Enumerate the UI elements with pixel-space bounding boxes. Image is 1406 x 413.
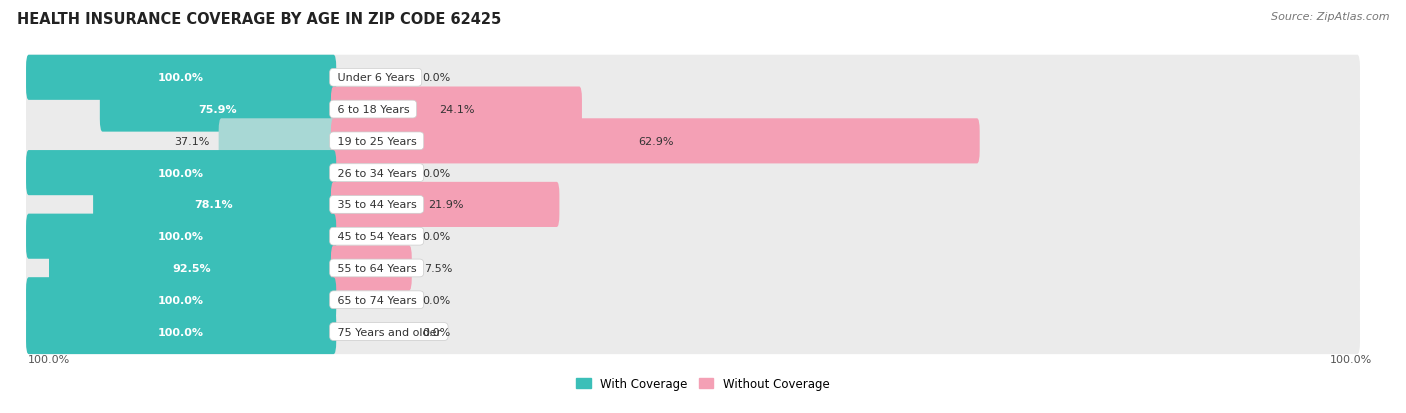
FancyBboxPatch shape <box>27 87 1360 132</box>
Text: 21.9%: 21.9% <box>427 200 464 210</box>
Text: 0.0%: 0.0% <box>422 232 450 242</box>
Legend: With Coverage, Without Coverage: With Coverage, Without Coverage <box>572 373 834 395</box>
Text: 100.0%: 100.0% <box>27 354 70 364</box>
FancyBboxPatch shape <box>27 214 336 259</box>
FancyBboxPatch shape <box>27 309 336 354</box>
FancyBboxPatch shape <box>93 183 336 228</box>
Text: 7.5%: 7.5% <box>423 263 453 273</box>
Text: 92.5%: 92.5% <box>173 263 211 273</box>
Text: 0.0%: 0.0% <box>422 327 450 337</box>
FancyBboxPatch shape <box>27 278 1360 323</box>
Text: 62.9%: 62.9% <box>638 137 673 147</box>
Text: 6 to 18 Years: 6 to 18 Years <box>333 105 413 115</box>
Text: 55 to 64 Years: 55 to 64 Years <box>333 263 420 273</box>
Text: 100.0%: 100.0% <box>157 327 204 337</box>
Text: 19 to 25 Years: 19 to 25 Years <box>333 137 420 147</box>
FancyBboxPatch shape <box>219 119 336 164</box>
Text: 26 to 34 Years: 26 to 34 Years <box>333 168 420 178</box>
FancyBboxPatch shape <box>27 214 1360 259</box>
Text: 35 to 44 Years: 35 to 44 Years <box>333 200 420 210</box>
Text: 0.0%: 0.0% <box>422 295 450 305</box>
FancyBboxPatch shape <box>27 151 1360 196</box>
FancyBboxPatch shape <box>330 87 582 132</box>
FancyBboxPatch shape <box>27 183 1360 228</box>
FancyBboxPatch shape <box>27 309 1360 354</box>
Text: 100.0%: 100.0% <box>1330 354 1372 364</box>
FancyBboxPatch shape <box>330 119 980 164</box>
Text: 100.0%: 100.0% <box>157 168 204 178</box>
Text: 100.0%: 100.0% <box>157 295 204 305</box>
Text: 24.1%: 24.1% <box>439 105 475 115</box>
FancyBboxPatch shape <box>27 119 1360 164</box>
FancyBboxPatch shape <box>27 246 1360 291</box>
Text: 75 Years and older: 75 Years and older <box>333 327 444 337</box>
Text: 37.1%: 37.1% <box>174 137 209 147</box>
FancyBboxPatch shape <box>49 246 336 291</box>
FancyBboxPatch shape <box>100 87 336 132</box>
Text: HEALTH INSURANCE COVERAGE BY AGE IN ZIP CODE 62425: HEALTH INSURANCE COVERAGE BY AGE IN ZIP … <box>17 12 501 27</box>
Text: Under 6 Years: Under 6 Years <box>333 73 418 83</box>
Text: 0.0%: 0.0% <box>422 168 450 178</box>
Text: Source: ZipAtlas.com: Source: ZipAtlas.com <box>1271 12 1389 22</box>
FancyBboxPatch shape <box>330 183 560 228</box>
FancyBboxPatch shape <box>27 56 1360 101</box>
Text: 100.0%: 100.0% <box>157 232 204 242</box>
FancyBboxPatch shape <box>27 56 336 101</box>
Text: 75.9%: 75.9% <box>198 105 236 115</box>
FancyBboxPatch shape <box>330 246 412 291</box>
Text: 45 to 54 Years: 45 to 54 Years <box>333 232 420 242</box>
Text: 0.0%: 0.0% <box>422 73 450 83</box>
FancyBboxPatch shape <box>27 151 336 196</box>
Text: 100.0%: 100.0% <box>157 73 204 83</box>
FancyBboxPatch shape <box>27 278 336 323</box>
Text: 65 to 74 Years: 65 to 74 Years <box>333 295 420 305</box>
Text: 78.1%: 78.1% <box>194 200 233 210</box>
